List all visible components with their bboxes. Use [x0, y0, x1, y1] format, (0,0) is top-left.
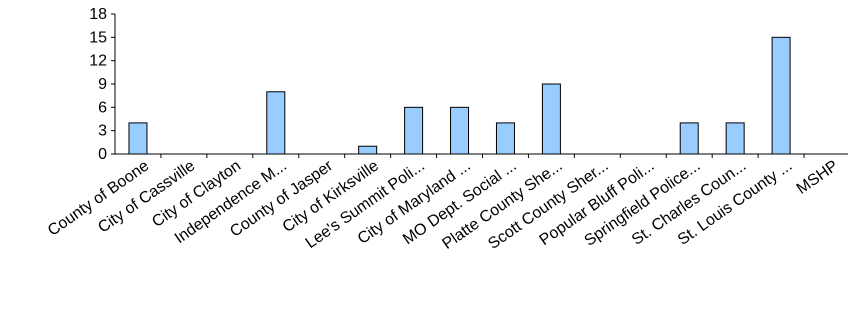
- bar: [358, 145, 378, 155]
- bar: [450, 106, 470, 155]
- y-tick-label: 15: [89, 29, 107, 46]
- bar: [679, 122, 699, 155]
- y-tick-label: 9: [98, 76, 107, 93]
- bar: [725, 122, 745, 155]
- bar: [404, 106, 424, 155]
- axes: [114, 14, 848, 155]
- y-axis-ticks: 0 3 6 9 12 15 18: [89, 6, 115, 163]
- y-tick-label: 0: [98, 146, 107, 163]
- bar: [495, 122, 515, 155]
- y-tick-label: 18: [89, 6, 107, 23]
- bar: [771, 36, 791, 155]
- y-tick-label: 6: [98, 99, 107, 116]
- bar: [128, 122, 148, 155]
- y-tick-label: 12: [89, 53, 107, 70]
- bars: [128, 36, 805, 158]
- bar: [541, 83, 561, 155]
- y-tick-label: 3: [98, 123, 107, 140]
- x-category-label: MSHP: [794, 157, 842, 197]
- bar: [266, 91, 286, 155]
